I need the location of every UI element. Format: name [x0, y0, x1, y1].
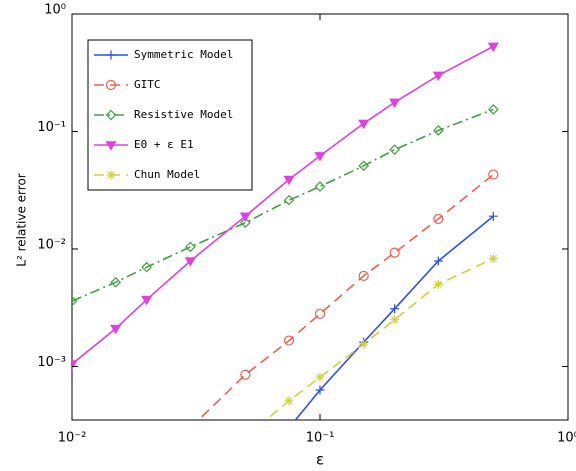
- marker: [390, 304, 400, 314]
- marker: [72, 295, 78, 307]
- marker: [283, 335, 295, 346]
- marker: [488, 211, 498, 221]
- legend-marker: [105, 109, 117, 121]
- marker: [488, 253, 498, 263]
- legend: Symmetric Model GITC Resistive Model E0 + ε…: [87, 39, 253, 191]
- y-axis-label: L² relative error: [15, 173, 29, 267]
- marker: [285, 423, 294, 432]
- marker: [358, 119, 370, 130]
- marker: [389, 98, 401, 109]
- legend-label: Symmetric Model: [134, 48, 233, 61]
- marker: [487, 42, 499, 53]
- y-tick-label: 10⁻¹: [37, 120, 66, 135]
- marker: [433, 279, 443, 289]
- marker: [433, 213, 444, 225]
- plot-area: [72, 42, 499, 442]
- legend-marker: [106, 170, 116, 180]
- marker: [241, 433, 250, 442]
- marker: [283, 175, 295, 186]
- x-tick-label: 10⁻¹: [306, 431, 335, 446]
- marker: [488, 169, 499, 180]
- x-axis-label: ε: [316, 451, 324, 469]
- x-tick-label: 10⁻²: [58, 431, 87, 446]
- marker: [314, 152, 326, 162]
- legend-marker: [105, 79, 117, 91]
- y-tick-label: 10⁰: [44, 3, 66, 18]
- series-line: [197, 173, 494, 420]
- series-line: [294, 215, 494, 420]
- marker: [315, 372, 325, 382]
- marker: [239, 212, 251, 222]
- marker: [315, 385, 325, 395]
- legend-label: Resistive Model: [134, 108, 233, 121]
- marker: [184, 241, 196, 253]
- y-tick-label: 10⁻²: [37, 237, 66, 252]
- marker: [110, 276, 122, 288]
- marker: [358, 270, 369, 281]
- marker: [240, 369, 251, 380]
- legend-label: Chun Model: [134, 168, 200, 181]
- marker: [432, 125, 444, 136]
- marker: [433, 256, 443, 266]
- marker: [314, 308, 326, 320]
- legend-marker: [106, 50, 116, 60]
- legend-label: GITC: [134, 78, 161, 91]
- marker: [184, 257, 196, 267]
- y-tick-label: 10⁻³: [37, 355, 66, 370]
- marker: [239, 217, 251, 229]
- marker: [487, 104, 499, 115]
- marker: [432, 71, 444, 82]
- marker: [314, 181, 326, 192]
- x-tick-label: 10⁰: [557, 431, 576, 446]
- marker: [359, 339, 369, 349]
- marker: [358, 160, 370, 172]
- marker: [389, 247, 400, 258]
- marker: [110, 324, 122, 335]
- legend-label: E0 + ε E1: [134, 138, 194, 151]
- marker: [141, 261, 153, 273]
- marker: [389, 144, 401, 156]
- marker: [284, 396, 294, 406]
- marker: [186, 423, 195, 432]
- legend-marker: [105, 141, 117, 151]
- marker: [141, 295, 153, 306]
- marker: [390, 315, 400, 325]
- marker: [283, 194, 295, 206]
